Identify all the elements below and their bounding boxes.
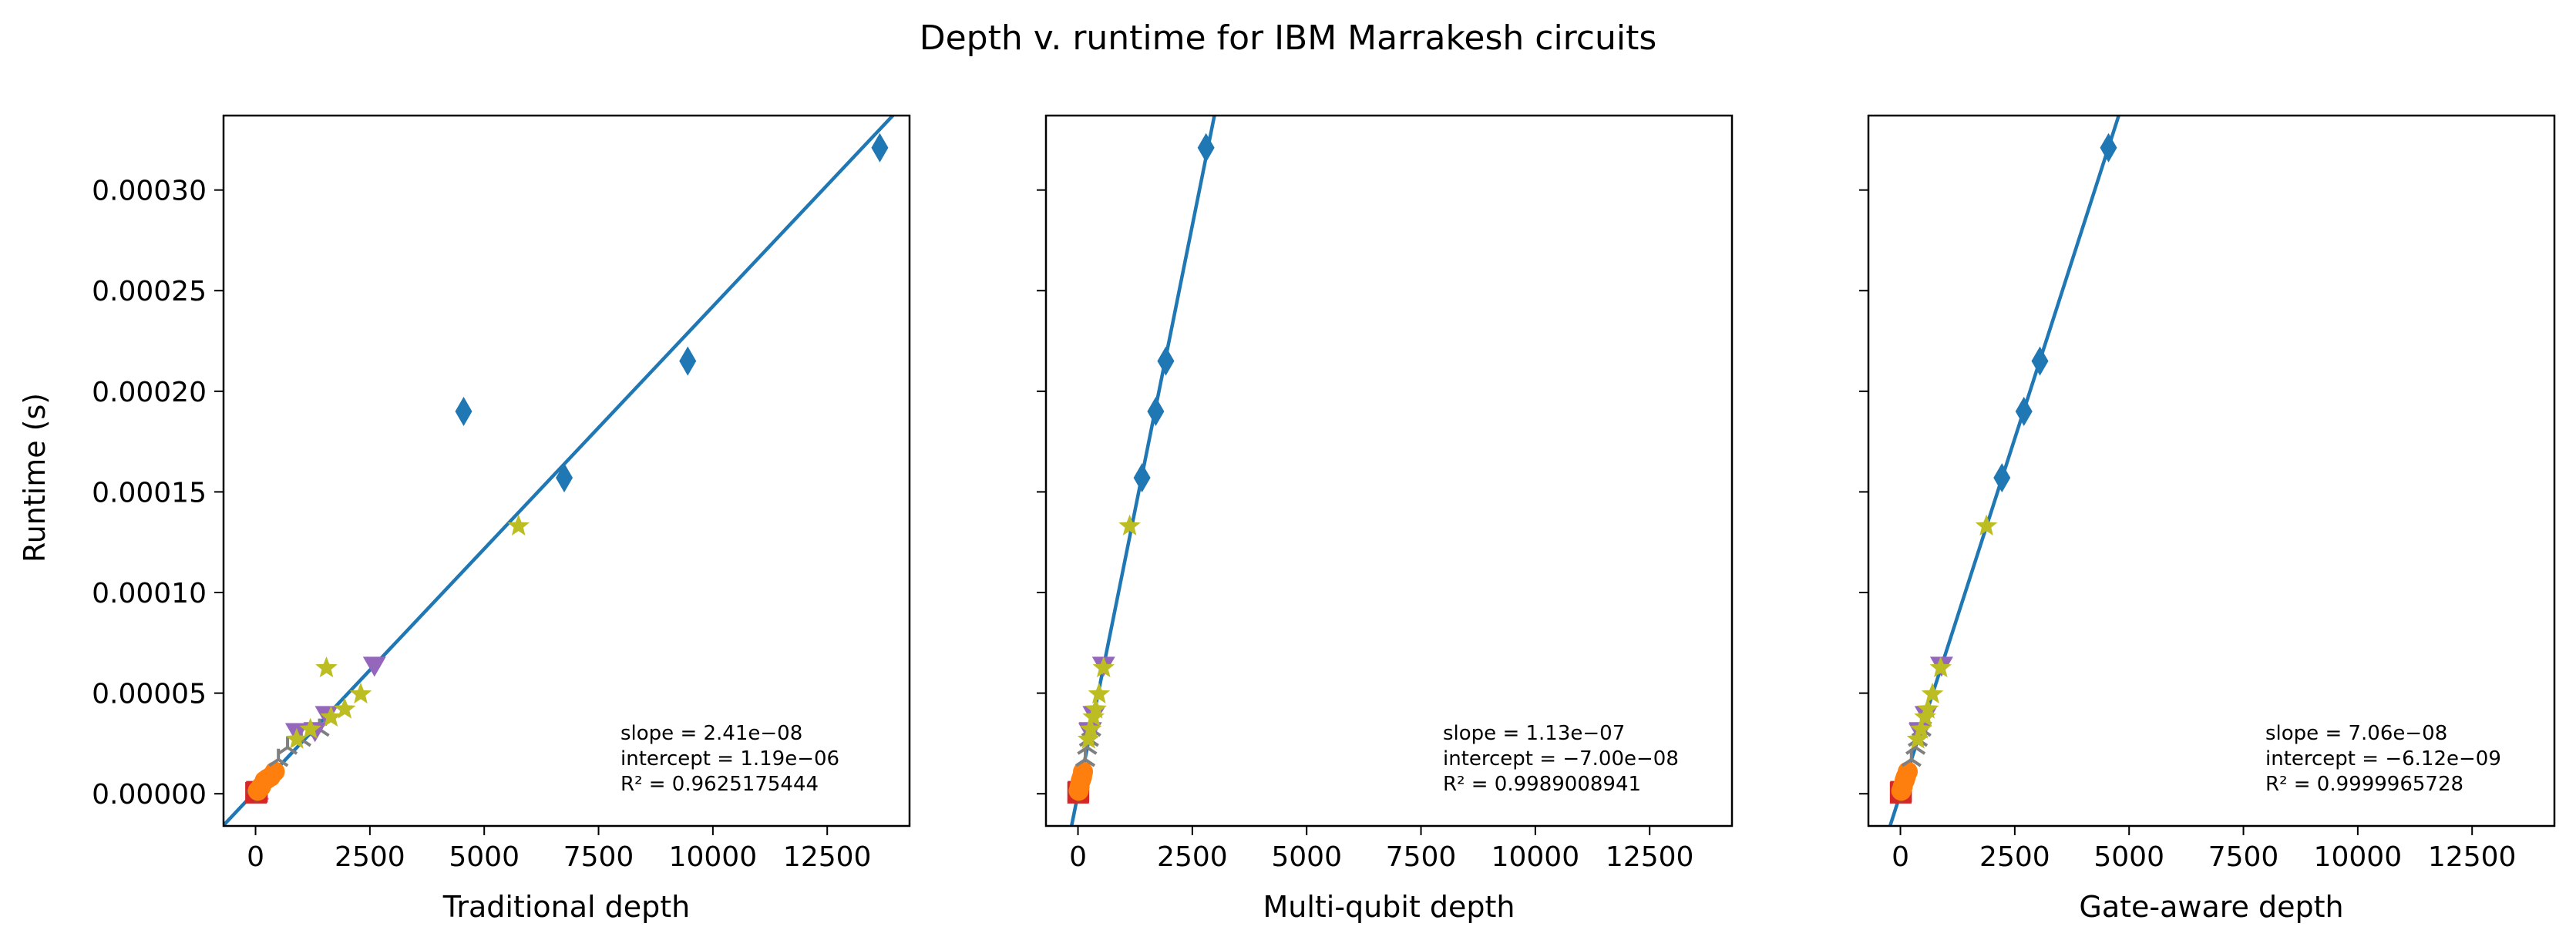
y-axis-title: Runtime (s) [18, 393, 52, 562]
x-tick-label: 0 [1069, 841, 1087, 873]
data-point-star [285, 727, 308, 749]
data-point-star [1079, 717, 1102, 739]
data-point-diamond [556, 463, 573, 493]
fit-annotation-intercept: intercept = 1.19e−06 [620, 747, 839, 770]
fit-line [224, 116, 896, 826]
figure-title: Depth v. runtime for IBM Marrakesh circu… [920, 18, 1657, 58]
data-point-diamond [1157, 346, 1175, 376]
x-axis-title: Traditional depth [442, 890, 691, 924]
data-point-star [1914, 706, 1936, 727]
fit-line [1069, 116, 1216, 826]
data-point-circle [247, 780, 268, 801]
data-points [1067, 133, 1215, 804]
x-tick-label: 2500 [1157, 841, 1228, 873]
data-point-star [349, 682, 372, 704]
data-point-diamond [2100, 133, 2117, 163]
x-tick-label: 2500 [335, 841, 405, 873]
data-point-star [1077, 727, 1100, 749]
x-tick-label: 0 [1892, 841, 1909, 873]
fit-annotation-r2: R² = 0.9989008941 [1443, 773, 1641, 796]
data-point-tri [1074, 748, 1096, 767]
y-tick-label: 0.00015 [92, 477, 207, 509]
x-tick-label: 0 [247, 841, 264, 873]
data-point-tri [1901, 748, 1922, 767]
x-tick-label: 5000 [449, 841, 520, 873]
data-point-diamond [1133, 463, 1151, 493]
panels: 0 2500 5000 7500 10000 12500 0.00000 0.00005 0.0… [92, 114, 2556, 924]
y-tick-label: 0.00030 [92, 176, 207, 207]
panel-2: 0 2500 5000 7500 10000 12500 Multi-qubit depth… [1037, 114, 1734, 924]
x-tick-label: 12500 [1606, 841, 1694, 873]
fit-line [1888, 116, 2121, 826]
x-tick-label: 2500 [1979, 841, 2050, 873]
x-tick-label: 7500 [2208, 841, 2279, 873]
data-point-star [334, 697, 356, 719]
fit-annotation-slope: slope = 7.06e−08 [2265, 722, 2447, 745]
x-tick-label: 10000 [2314, 841, 2403, 873]
data-point-star [1916, 697, 1939, 719]
plot-frame [1044, 114, 1734, 827]
fit-annotation-intercept: intercept = −7.00e−08 [1443, 747, 1679, 770]
data-point-star [1906, 727, 1929, 749]
x-tick-label: 7500 [563, 841, 634, 873]
fit-annotation-r2: R² = 0.9999965728 [2265, 773, 2463, 796]
data-point-circle [1068, 780, 1089, 801]
data-point-star [315, 656, 338, 678]
data-point-triangle-down [362, 656, 386, 677]
data-point-star [299, 717, 321, 739]
data-point-star [1921, 682, 1944, 704]
data-point-circle [1891, 780, 1912, 801]
x-tick-label: 10000 [669, 841, 758, 873]
fit-annotation-r2: R² = 0.9625175444 [620, 773, 819, 796]
data-point-star [1088, 682, 1111, 704]
data-points [1889, 133, 2117, 804]
y-tick-label: 0.00000 [92, 779, 207, 811]
x-tick-label: 5000 [1271, 841, 1342, 873]
data-point-star [1118, 514, 1141, 535]
data-point-diamond [1993, 463, 2011, 493]
data-point-star [1085, 697, 1107, 719]
data-point-diamond [2031, 346, 2049, 376]
plot-frame [1867, 114, 2556, 827]
y-tick-label: 0.00010 [92, 578, 207, 609]
data-point-star [1975, 514, 1998, 535]
data-point-diamond [1197, 133, 1215, 163]
fit-annotation-intercept: intercept = −6.12e−09 [2265, 747, 2501, 770]
y-tick-label: 0.00005 [92, 679, 207, 710]
data-point-diamond [2015, 396, 2033, 426]
data-point-star [1082, 706, 1105, 727]
data-point-star [1910, 717, 1932, 739]
panel-3: 0 2500 5000 7500 10000 12500 Gate-aware depth s… [1859, 114, 2556, 924]
y-tick-label: 0.00025 [92, 276, 207, 307]
panel-1: 0 2500 5000 7500 10000 12500 0.00000 0.00005 0.0… [92, 114, 911, 924]
data-points [245, 133, 889, 804]
fit-annotation-slope: slope = 1.13e−07 [1443, 722, 1625, 745]
y-tick-label: 0.00020 [92, 377, 207, 408]
fit-annotation-slope: slope = 2.41e−08 [620, 722, 802, 745]
x-tick-label: 7500 [1386, 841, 1457, 873]
data-point-star [1929, 656, 1952, 678]
x-axis-title: Multi-qubit depth [1263, 890, 1515, 924]
x-tick-label: 12500 [783, 841, 872, 873]
x-axis-title: Gate-aware depth [2079, 890, 2343, 924]
data-point-diamond [679, 346, 697, 376]
plot-frame [222, 114, 911, 827]
data-point-diamond [1147, 396, 1165, 426]
data-point-star [320, 706, 342, 727]
x-tick-label: 5000 [2093, 841, 2164, 873]
data-point-diamond [871, 133, 889, 163]
data-point-star [1092, 656, 1115, 678]
x-tick-label: 10000 [1491, 841, 1580, 873]
data-point-tri [268, 748, 289, 767]
data-point-diamond [455, 396, 472, 426]
x-tick-label: 12500 [2428, 841, 2517, 873]
data-point-star [507, 514, 530, 535]
